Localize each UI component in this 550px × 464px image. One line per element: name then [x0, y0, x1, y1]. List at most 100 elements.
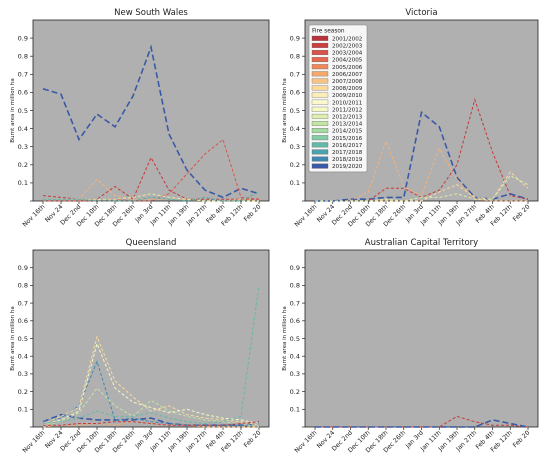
legend-swatch — [311, 57, 329, 63]
y-tick-label: 0.6 — [18, 89, 28, 97]
x-tick-label: Nov 16th — [21, 203, 46, 228]
panel-title: Victoria — [405, 8, 437, 18]
y-tick-label: 0.8 — [18, 53, 28, 61]
y-tick-label: 0.2 — [18, 388, 28, 396]
y-tick-label: 0.7 — [18, 299, 28, 307]
y-tick-label: 0.9 — [18, 264, 28, 272]
legend-swatch — [311, 64, 329, 70]
legend-swatch — [311, 42, 329, 48]
legend-label: 2017/2018 — [332, 150, 363, 156]
y-tick-label: 0.5 — [290, 107, 300, 115]
y-tick-label: 0.4 — [290, 125, 300, 133]
legend-label: 2012/2013 — [332, 115, 363, 121]
y-tick-label: 0.1 — [290, 179, 300, 187]
plot-area — [32, 249, 270, 428]
series-line-2002-2003 — [43, 421, 260, 426]
legend-label: 2007/2008 — [332, 79, 363, 85]
legend-swatch — [311, 149, 329, 155]
legend-label: 2016/2017 — [332, 143, 363, 149]
y-tick-label: 0.1 — [18, 406, 28, 414]
legend-swatch — [311, 92, 329, 98]
series-line-2002-2003 — [315, 415, 529, 428]
y-axis-label: Burnt area in million ha — [10, 306, 16, 371]
y-tick-label: 0.7 — [290, 299, 300, 307]
y-axis-label: Burnt area in million ha — [10, 78, 16, 143]
legend-label: 2018/2019 — [332, 157, 363, 163]
x-tick-label: Nov 16th — [21, 429, 46, 454]
legend-label: 2014/2015 — [332, 129, 363, 135]
x-tick-label: Nov 16th — [293, 203, 318, 228]
y-tick-label: 0.3 — [18, 370, 28, 378]
y-tick-label: 0.4 — [18, 125, 28, 133]
y-tick-label: 0.7 — [18, 71, 28, 79]
legend-swatch — [311, 113, 329, 119]
panel-1: Victoria 0.1 0.2 0.3 0.4 0.5 0.6 0.7 0.8 0.9 Burnt… — [282, 8, 539, 228]
y-tick-label: 0.8 — [290, 282, 300, 290]
y-tick-label: 0.5 — [18, 107, 28, 115]
x-tick-label: Nov 16th — [293, 429, 318, 454]
legend-swatch — [311, 156, 329, 162]
series-line-2003-2004 — [43, 138, 260, 202]
legend-label: 2013/2014 — [332, 122, 363, 128]
x-tick-label: Feb 20 — [243, 429, 263, 449]
y-tick-label: 0.9 — [18, 34, 28, 42]
y-tick-label: 0.6 — [18, 317, 28, 325]
panel-title: Queensland — [126, 238, 177, 248]
legend-swatch — [311, 71, 329, 77]
legend-swatch — [311, 121, 329, 126]
legend-label: 2019/2020 — [332, 164, 363, 170]
plot-area — [304, 249, 539, 428]
legend-label: 2001/2002 — [332, 36, 362, 42]
y-tick-label: 0.2 — [18, 161, 28, 169]
series-line-2016-2017 — [42, 285, 260, 425]
y-axis-label: Burnt area in million ha — [282, 78, 288, 143]
legend-swatch — [311, 85, 329, 91]
y-tick-label: 0.6 — [290, 317, 300, 325]
panel-0: New South Wales 0.1 0.2 0.3 0.4 0.5 0.6 0.7 0.8 0… — [10, 8, 270, 228]
legend-swatch — [311, 50, 329, 55]
legend-label: 2008/2009 — [332, 86, 363, 92]
y-tick-label: 0.2 — [290, 388, 300, 396]
legend-label: 2006/2007 — [332, 72, 363, 78]
series-line-2011-2012 — [315, 175, 529, 202]
series-line-2011-2012 — [42, 342, 260, 426]
y-tick-label: 0.4 — [18, 353, 28, 361]
y-tick-label: 0.9 — [290, 264, 300, 272]
y-tick-label: 0.8 — [290, 53, 300, 61]
legend-swatch — [311, 106, 329, 112]
legend-label: 2015/2016 — [332, 136, 363, 142]
y-tick-label: 0.7 — [290, 71, 300, 79]
legend-swatch — [311, 135, 329, 141]
legend-label: 2009/2010 — [332, 93, 363, 99]
y-tick-label: 0.1 — [18, 179, 28, 187]
series-line-2006-2007 — [42, 421, 259, 428]
legend-label: 2003/2004 — [332, 51, 363, 57]
y-tick-label: 0.3 — [18, 143, 28, 151]
legend-title: Fire season — [312, 29, 345, 35]
legend-swatch — [311, 78, 329, 84]
y-tick-label: 0.5 — [290, 335, 300, 343]
panel-title: New South Wales — [114, 8, 188, 18]
panel-title: Australian Capital Territory — [365, 238, 478, 248]
series-line-2019-2020 — [42, 44, 260, 199]
y-tick-label: 0.1 — [290, 406, 300, 414]
panel-2: Queensland 0.1 0.2 0.3 0.4 0.5 0.6 0.7 0.8 0.9 Bur… — [10, 238, 270, 454]
x-tick-label: Feb 20 — [243, 203, 263, 223]
legend-label: 2004/2005 — [332, 58, 363, 64]
legend-swatch — [311, 35, 329, 41]
legend-label: 2005/2006 — [332, 65, 363, 71]
y-tick-label: 0.2 — [290, 161, 300, 169]
x-tick-label: Feb 20 — [512, 203, 532, 223]
y-tick-label: 0.5 — [18, 335, 28, 343]
y-tick-label: 0.9 — [290, 34, 300, 42]
y-tick-label: 0.3 — [290, 143, 300, 151]
legend-label: 2002/2003 — [332, 44, 363, 50]
legend-swatch — [311, 99, 329, 105]
y-tick-label: 0.6 — [290, 89, 300, 97]
legend-swatch — [311, 128, 329, 134]
x-tick-label: Feb 20 — [512, 429, 532, 449]
legend-swatch — [311, 142, 329, 148]
series-line-2008-2009 — [42, 335, 260, 426]
panel-3: Australian Capital Territory 0.1 0.2 0.3 0.4… — [282, 238, 539, 454]
